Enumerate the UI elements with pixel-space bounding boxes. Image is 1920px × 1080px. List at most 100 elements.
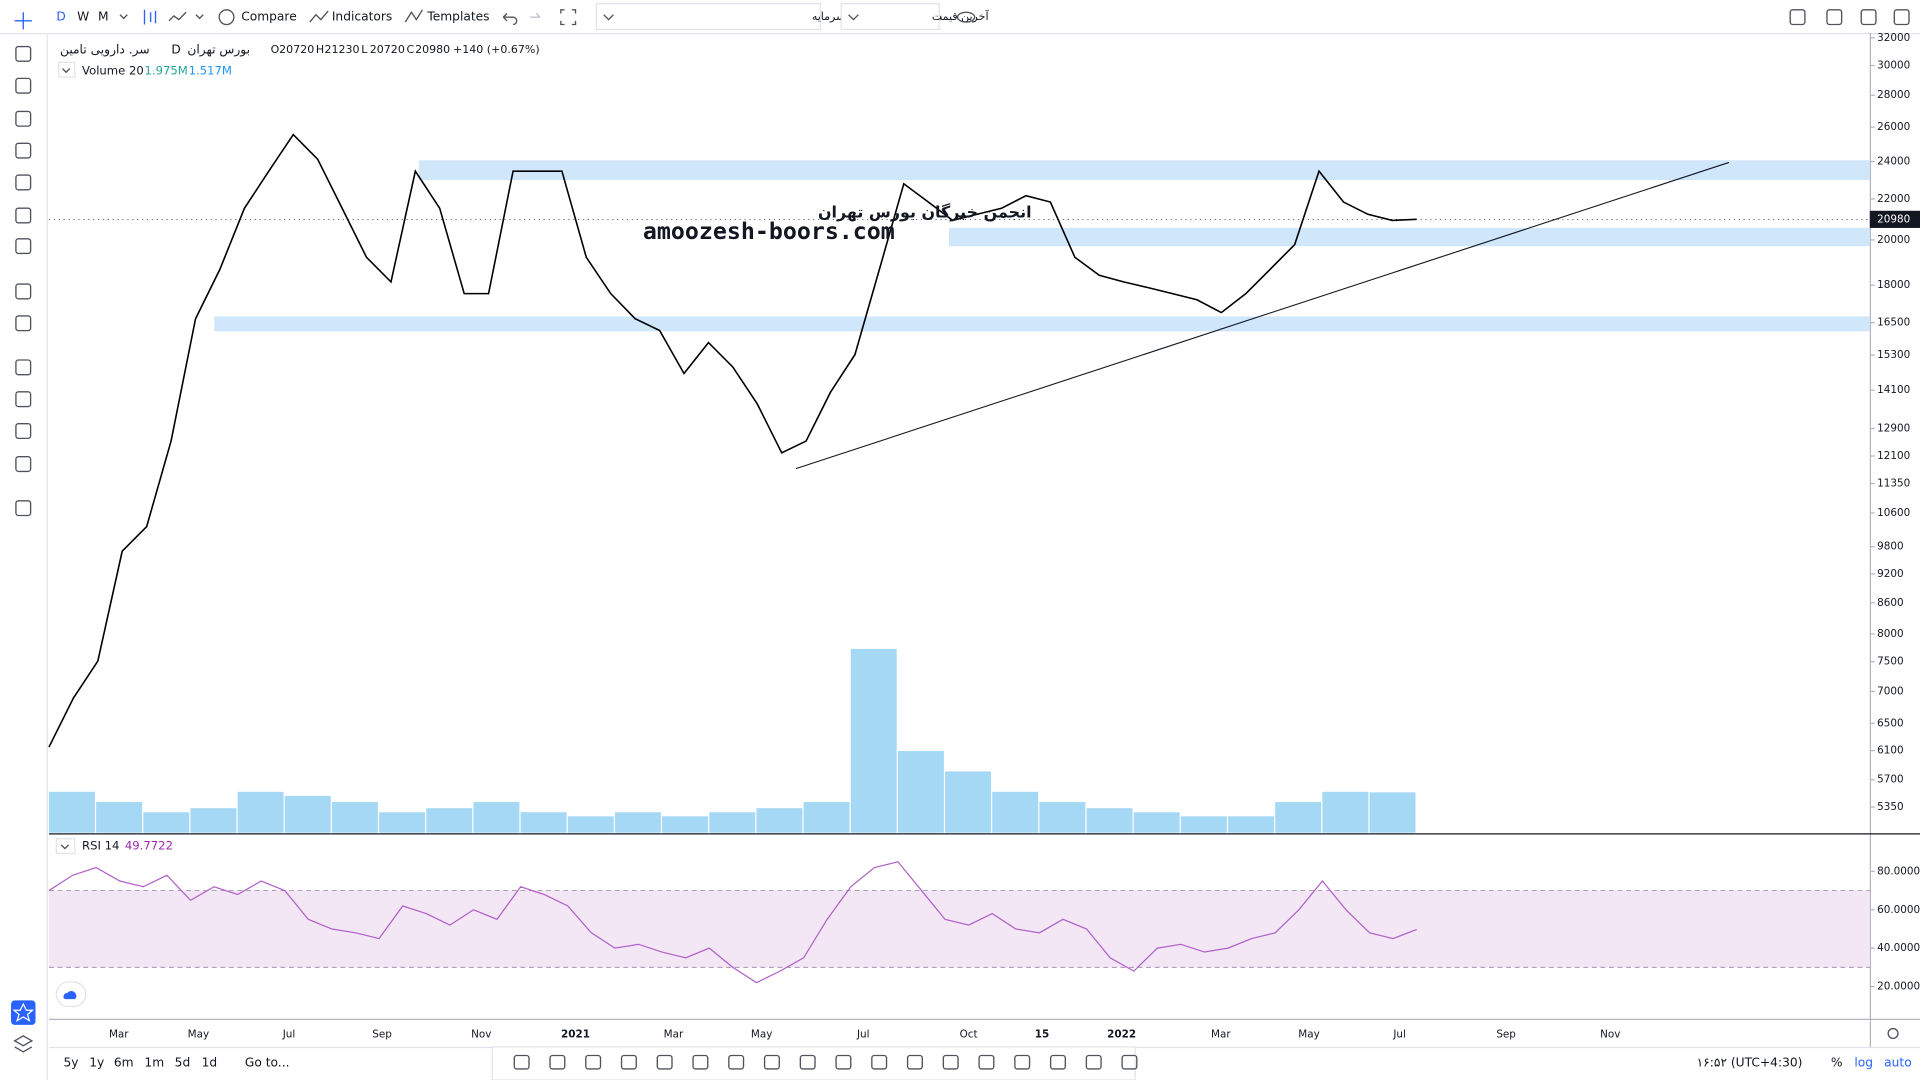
favorites-icon [12,1002,35,1022]
x-tick-label: Mar [664,1029,684,1041]
range-button[interactable]: 5y [64,1055,79,1069]
chart-type-icon[interactable] [143,9,157,25]
settings-icon[interactable] [1887,1027,1899,1040]
y-tick-label: 7000 [1877,685,1903,697]
volume-bar [1086,808,1133,833]
drawing-tool[interactable] [656,1054,673,1070]
drawing-tool[interactable] [799,1054,816,1070]
templates-button[interactable]: Templates [426,10,489,24]
drawing-toolbar [491,1046,1136,1080]
drawing-tool[interactable] [1121,1054,1138,1070]
ohlc-label: H [316,43,324,56]
chevron[interactable] [195,14,204,20]
tool-icon[interactable] [15,456,32,473]
volume-bar [1133,812,1180,833]
drawing-tool[interactable] [835,1054,852,1070]
x-tick-label: Mar [1211,1029,1231,1041]
line-type-icon[interactable] [168,11,187,22]
goto-button[interactable]: Go to... [245,1055,290,1069]
tool-icon[interactable] [15,45,32,62]
eye-icon[interactable] [956,11,976,23]
interval-button[interactable]: D [56,10,65,24]
drawing-tool[interactable] [549,1054,566,1070]
dropdown-label[interactable]: آخرین قیمت [932,9,990,23]
watermark-line2: amoozesh-boors.com [643,218,895,245]
indicators-icon[interactable] [309,10,329,23]
x-tick-label: May [1298,1029,1319,1041]
x-tick-label: 2021 [561,1029,590,1041]
interval-button[interactable]: M [98,10,109,24]
ohlc-value: 21230 [324,43,359,56]
y-tick-label: 30000 [1877,60,1910,72]
tool-icon[interactable] [15,238,32,255]
drawing-tool[interactable] [1049,1054,1066,1070]
volume-bar [1180,816,1227,833]
collapse-button[interactable] [55,838,76,855]
tool-icon[interactable] [15,315,32,332]
layers-icon[interactable] [13,1035,34,1053]
tool-icon[interactable] [15,500,32,517]
tool-icon[interactable] [15,391,32,408]
toolbar-icon[interactable] [1789,9,1806,26]
range-button[interactable]: 1y [89,1055,104,1069]
toolbar-icon[interactable] [1860,9,1877,26]
drawing-tool[interactable] [763,1054,780,1070]
volume-bar [190,808,237,833]
volume-bar [1228,816,1275,833]
y-tick-label: 26000 [1877,121,1910,133]
toolbar-icon[interactable] [1826,9,1843,26]
indicators-button[interactable]: Indicators [332,10,392,24]
tool-icon[interactable] [15,359,32,376]
range-button[interactable]: 1m [144,1055,164,1069]
drawing-tool[interactable] [1085,1054,1102,1070]
volume-bar [1039,802,1086,833]
compare-button[interactable]: Compare [241,10,297,24]
chevron[interactable] [603,14,614,21]
tool-icon[interactable] [15,207,32,224]
range-button[interactable]: 5d [175,1055,191,1069]
drawing-tool[interactable] [620,1054,637,1070]
volume-value: 1.517M [189,64,232,78]
templates-icon[interactable] [404,9,424,23]
tool-icon[interactable] [15,142,32,159]
tool-icon[interactable] [15,77,32,94]
fullscreen-icon[interactable] [560,9,577,26]
chevron[interactable] [119,14,128,20]
tool-icon[interactable] [15,283,32,300]
tool-icon[interactable] [15,110,32,127]
drawing-tool[interactable] [871,1054,888,1070]
x-tick-label: Sep [1496,1029,1516,1041]
volume-bar [284,795,331,833]
x-tick-label: 15 [1035,1029,1049,1041]
drawing-tool[interactable] [978,1054,995,1070]
tool-icon[interactable] [14,12,32,30]
percent-button[interactable]: % [1831,1055,1843,1069]
toolbar-icon[interactable] [1893,9,1910,26]
range-button[interactable]: 6m [114,1055,134,1069]
redo-icon[interactable] [530,12,541,18]
chevron[interactable] [848,14,859,21]
volume-bar [803,802,850,833]
drawing-tool[interactable] [906,1054,923,1070]
x-tick-label: Nov [1600,1029,1620,1041]
drawing-tool[interactable] [1014,1054,1031,1070]
tool-icon[interactable] [15,423,32,440]
drawing-tool[interactable] [728,1054,745,1070]
y-tick-label: 5700 [1877,774,1903,786]
interval-button[interactable]: W [77,10,89,24]
drawing-tool[interactable] [513,1054,530,1070]
log-button[interactable]: log [1854,1055,1873,1069]
dropdown[interactable] [840,3,940,30]
drawing-tool[interactable] [942,1054,959,1070]
dropdown[interactable] [595,3,822,30]
compare-icon[interactable] [218,9,235,26]
range-button[interactable]: 1d [202,1055,218,1069]
volume-bar [709,812,756,833]
collapse-button[interactable] [58,61,76,78]
drawing-tool[interactable] [585,1054,602,1070]
auto-button[interactable]: auto [1884,1055,1912,1069]
y-tick-label: 32000 [1877,32,1910,44]
undo-icon[interactable] [502,12,518,26]
tool-icon[interactable] [15,174,32,191]
drawing-tool[interactable] [692,1054,709,1070]
